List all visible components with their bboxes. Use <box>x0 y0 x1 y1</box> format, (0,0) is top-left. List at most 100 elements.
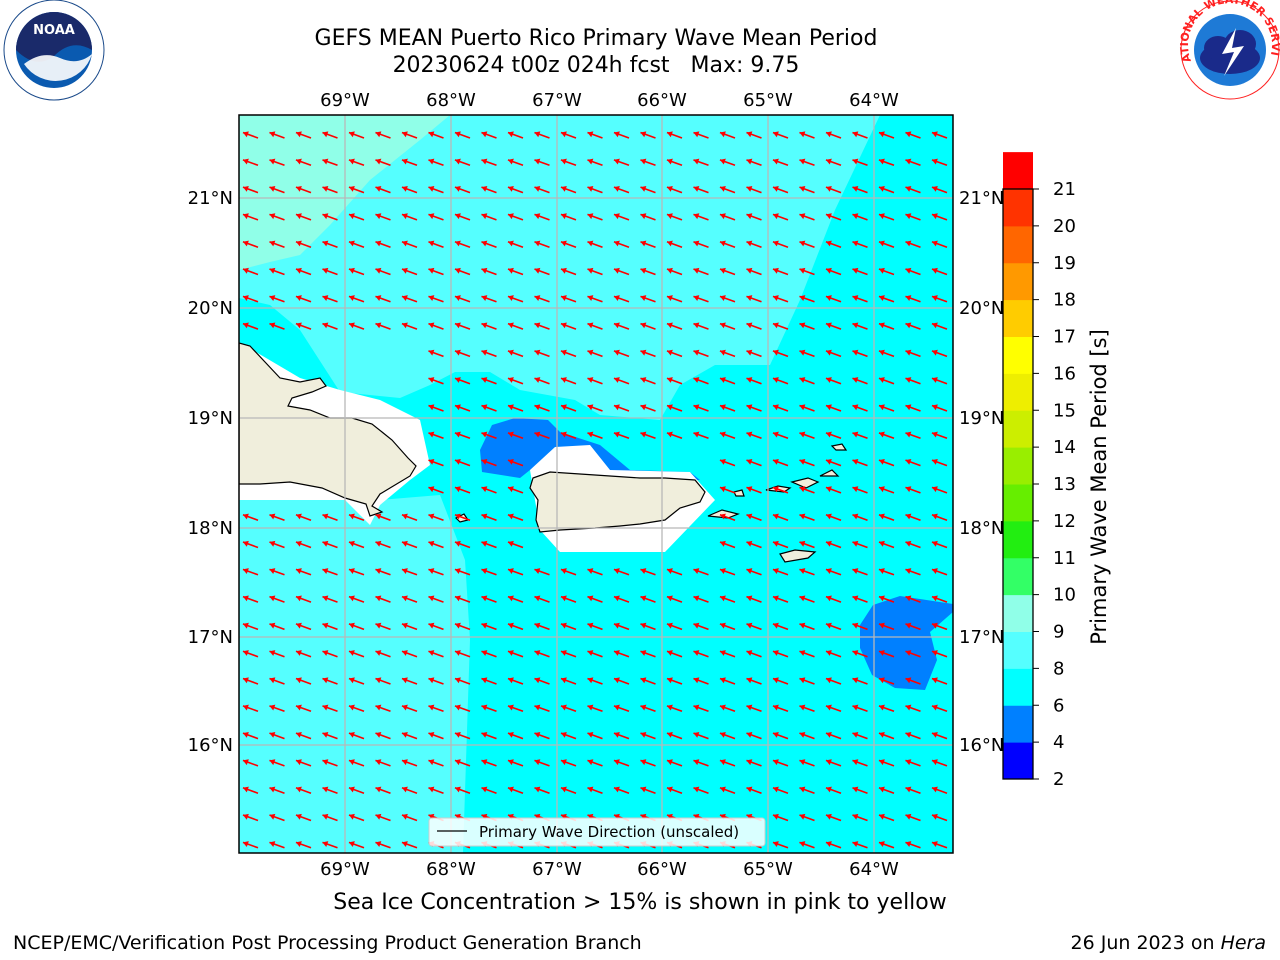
wave-arrow <box>772 349 789 358</box>
wave-arrow <box>640 404 656 412</box>
wave-arrow <box>375 267 391 276</box>
wave-arrow <box>242 786 259 794</box>
wave-arrow <box>640 704 656 713</box>
date-text: 26 Jun 2023 on <box>1070 932 1215 954</box>
wave-arrow <box>507 786 524 794</box>
wave-arrow <box>401 158 418 167</box>
wave-arrow <box>613 131 630 139</box>
wave-arrow <box>746 731 762 740</box>
wave-arrow <box>401 650 418 658</box>
wave-arrow <box>799 213 815 221</box>
wave-arrow <box>375 240 391 248</box>
wave-arrow <box>666 650 683 658</box>
wave-arrow <box>905 322 921 330</box>
colorbar-segment <box>1003 373 1033 411</box>
wave-arrow <box>295 595 312 603</box>
wave-arrow <box>825 568 842 576</box>
wave-arrow <box>799 813 815 822</box>
wave-arrow <box>481 131 497 139</box>
wave-arrow <box>878 731 895 740</box>
wave-arrow <box>799 568 815 576</box>
wave-arrow <box>454 185 471 194</box>
period-band-8-9 <box>239 115 880 420</box>
wave-arrow <box>931 458 948 467</box>
wave-arrow <box>295 131 312 139</box>
wave-arrow <box>693 295 709 303</box>
wave-arrow <box>428 213 444 221</box>
noaa-logo: NOAA <box>3 0 105 101</box>
wave-arrow <box>269 786 285 794</box>
wave-arrow <box>719 240 736 248</box>
wave-arrow <box>295 513 312 521</box>
wave-arrow <box>666 404 683 412</box>
wave-arrow <box>772 786 789 794</box>
colorbar-tick-label: 19 <box>1053 253 1076 274</box>
wave-arrow <box>640 759 656 767</box>
wave-arrow <box>269 240 285 248</box>
wave-arrow <box>242 841 259 849</box>
wave-arrow <box>295 540 312 549</box>
wave-arrow <box>772 622 789 631</box>
wave-arrow <box>799 595 815 603</box>
wave-arrow <box>640 377 656 385</box>
wave-arrow <box>746 540 762 549</box>
lon-labels-bottom: 69°W 68°W 67°W 66°W 65°W 64°W <box>320 859 899 880</box>
wave-arrow <box>772 240 789 248</box>
wave-arrow <box>799 404 815 412</box>
wave-arrow <box>507 650 524 658</box>
wave-arrow <box>481 595 497 603</box>
wave-arrow <box>481 322 497 330</box>
wave-arrow <box>587 786 603 794</box>
wave-arrow <box>428 377 444 385</box>
wave-arrow <box>772 813 789 822</box>
wave-arrow <box>931 404 948 412</box>
wave-arrow <box>799 841 815 849</box>
wave-arrow <box>613 185 630 194</box>
wave-arrow <box>534 622 550 631</box>
wave-arrow <box>560 431 577 440</box>
colorbar-tick-label: 14 <box>1053 437 1076 458</box>
wave-arrow <box>931 295 948 303</box>
wave-arrow <box>852 759 868 767</box>
wave-arrow <box>905 131 921 139</box>
wave-arrow <box>931 322 948 330</box>
wave-arrow <box>746 650 762 658</box>
wave-arrow <box>693 786 709 794</box>
wave-arrow <box>640 595 656 603</box>
wave-arrow <box>481 622 497 631</box>
wave-arrow <box>507 131 524 139</box>
wave-arrow <box>269 622 285 631</box>
wave-arrow <box>719 595 736 603</box>
wave-arrow <box>295 158 312 167</box>
wave-arrow <box>878 540 895 549</box>
wave-arrow <box>428 267 444 276</box>
wave-arrow <box>401 677 418 685</box>
wave-arrow <box>507 595 524 603</box>
wave-arrow <box>269 513 285 521</box>
wave-arrow <box>560 731 577 740</box>
wave-arrow <box>878 486 895 494</box>
graticule <box>239 115 953 853</box>
wave-arrow <box>507 213 524 221</box>
wave-arrow <box>481 267 497 276</box>
wave-arrow <box>348 267 365 276</box>
wave-arrow <box>905 240 921 248</box>
wave-arrow <box>640 158 656 167</box>
wave-arrow <box>666 322 683 330</box>
wave-arrow <box>401 322 418 330</box>
wave-arrow <box>428 595 444 603</box>
wave-arrow <box>719 131 736 139</box>
wave-arrow <box>905 759 921 767</box>
wave-arrow <box>295 759 312 767</box>
wave-arrow <box>534 349 550 358</box>
wave-arrow <box>931 213 948 221</box>
colorbar-segment <box>1003 705 1033 743</box>
wave-arrow <box>587 704 603 713</box>
wave-arrow <box>825 322 842 330</box>
wave-arrow <box>931 240 948 248</box>
nws-logo: NATIONAL WEATHER SERVICE <box>1178 0 1280 100</box>
lat-label: 19°N <box>959 408 1004 429</box>
wave-arrow <box>560 322 577 330</box>
wave-arrow <box>666 759 683 767</box>
wave-arrow <box>348 540 365 549</box>
